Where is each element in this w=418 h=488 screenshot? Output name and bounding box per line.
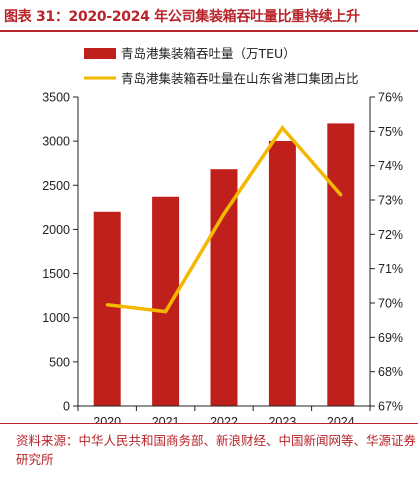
y-right-tick-label: 70% [378,297,403,311]
x-tick-label-2020: 2020 [93,415,121,424]
y-left-tick-label: 0 [63,400,70,414]
y-right-tick-label: 75% [378,125,403,139]
y-left-tick-label: 1500 [42,267,70,281]
y-right-tick-label: 76% [378,91,403,105]
bar-2020 [93,211,121,406]
y-left-tick-label: 1000 [42,311,70,325]
x-tick-label-2024: 2024 [327,415,355,424]
legend-label-bar-series: 青岛港集装箱吞吐量（万TEU） [121,46,296,61]
y-left-tick-label: 3000 [42,135,70,149]
y-left-tick-label: 2500 [42,179,70,193]
y-left-tick-label: 3500 [42,91,70,105]
bar-2023 [268,140,296,406]
title-rule [0,30,418,32]
source-rule [0,423,418,424]
share-point-2023 [280,126,284,130]
share-point-2020 [105,303,109,307]
x-tick-label-2022: 2022 [210,415,238,424]
bar-2021 [152,196,180,406]
share-point-2022 [222,212,226,216]
y-right-tick-label: 71% [378,262,403,276]
y-right-tick-label: 74% [378,159,403,173]
y-right-tick-label: 68% [378,365,403,379]
bar-2024 [327,123,355,406]
source-note: 资料来源：中华人民共和国商务部、新浪财经、中国新闻网等、华源证券研究所 [16,433,417,467]
bar-2022 [210,169,238,406]
y-right-tick-label: 69% [378,331,403,345]
y-right-tick-label: 67% [378,400,403,414]
y-right-tick-label: 72% [378,228,403,242]
y-right-tick-label: 73% [378,194,403,208]
share-point-2021 [164,310,168,314]
x-tick-label-2021: 2021 [152,415,180,424]
y-left-tick-label: 2000 [42,223,70,237]
legend-label-line-series: 青岛港集装箱吞吐量在山东省港口集团占比 [121,71,359,86]
figure-title: 图表 31：2020-2024 年公司集装箱吞吐量比重持续上升 [4,9,360,25]
y-left-tick-label: 500 [49,355,70,369]
share-point-2024 [339,193,343,197]
x-tick-label-2023: 2023 [268,415,296,424]
chart: 青岛港集装箱吞吐量（万TEU） 青岛港集装箱吞吐量在山东省港口集团占比 0 500 10… [42,46,403,424]
legend-bar-swatch [84,48,116,59]
